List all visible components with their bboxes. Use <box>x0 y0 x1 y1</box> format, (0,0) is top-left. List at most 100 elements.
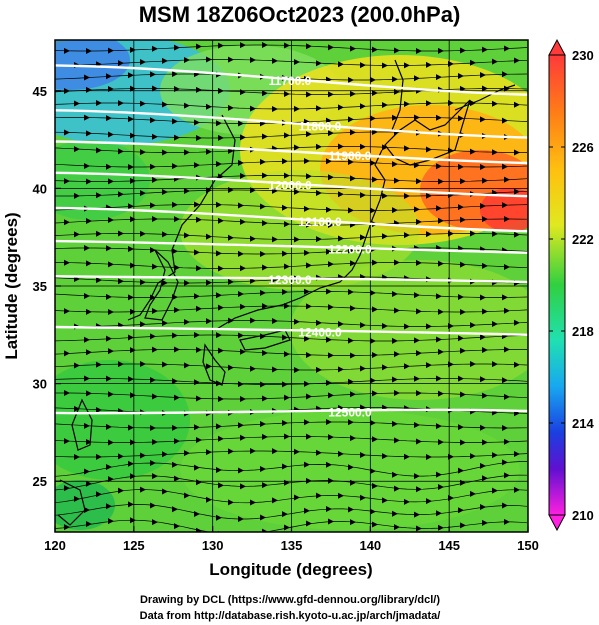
wind-arrow <box>436 471 442 478</box>
wind-arrow <box>86 521 92 528</box>
wind-arrow <box>206 496 212 503</box>
wind-arrow <box>262 133 268 140</box>
wind-arrow <box>130 308 136 315</box>
wind-arrow <box>306 520 312 527</box>
wind-arrow <box>162 101 168 108</box>
wind-arrow <box>150 163 156 170</box>
contour-label: 12200.0 <box>328 242 372 256</box>
wind-arrow <box>382 144 388 151</box>
wind-arrow <box>106 503 112 510</box>
contour-label: 12000.0 <box>268 178 312 192</box>
wind-arrow <box>414 114 420 121</box>
wind-arrow <box>416 259 422 266</box>
wind-arrow <box>328 304 334 311</box>
wind-arrow <box>216 466 222 473</box>
wind-arrow <box>436 375 442 382</box>
wind-arrow <box>360 234 366 241</box>
wind-arrow <box>460 216 466 223</box>
contour-line <box>55 239 528 254</box>
wind-arrow <box>504 438 510 445</box>
wind-arrow <box>174 134 180 141</box>
wind-arrow <box>294 105 300 112</box>
wind-arrow <box>416 525 422 532</box>
wind-arrow <box>64 47 70 54</box>
wind-arrow <box>460 47 466 54</box>
wind-arrow <box>416 438 422 445</box>
wind-arrow <box>84 422 90 429</box>
wind-arrow <box>502 502 508 509</box>
wind-arrow <box>306 351 312 358</box>
wind-arrow <box>272 187 278 194</box>
wind-arrow <box>108 217 114 224</box>
wind-arrow <box>502 294 508 301</box>
wind-arrow <box>438 217 444 224</box>
wind-arrow <box>502 424 508 431</box>
wind-arrow <box>96 453 102 460</box>
wind-arrow <box>216 514 222 521</box>
wind-arrow <box>260 289 266 296</box>
wind-arrow <box>316 319 322 326</box>
wind-arrow <box>372 176 378 183</box>
wind-arrow <box>482 262 488 269</box>
y-axis-label: Latitude (degrees) <box>2 212 21 359</box>
wind-arrow <box>96 100 102 107</box>
wind-arrow <box>350 129 356 136</box>
wind-arrow <box>152 393 158 400</box>
wind-arrow <box>328 221 334 228</box>
wind-arrow <box>426 100 432 107</box>
wind-arrow <box>240 42 246 49</box>
wind-arrow <box>84 114 90 121</box>
x-axis-label: Longitude (degrees) <box>209 560 372 579</box>
wind-arrow <box>128 334 134 341</box>
wind-arrow <box>240 218 246 225</box>
wind-arrow <box>328 174 334 181</box>
wind-arrow <box>458 294 464 301</box>
wind-arrow <box>194 119 200 126</box>
wind-arrow <box>84 74 90 81</box>
wind-arrow <box>108 178 114 185</box>
wind-arrow <box>480 334 486 341</box>
wind-arrow <box>64 308 70 315</box>
wind-arrow <box>438 524 444 531</box>
wind-arrow <box>338 366 344 373</box>
wind-arrow <box>130 262 136 269</box>
wind-arrow <box>150 502 156 509</box>
wind-arrow <box>514 361 520 368</box>
wind-arrow <box>150 202 156 209</box>
wind-arrow <box>174 394 180 401</box>
wind-arrow <box>216 250 222 257</box>
wind-arrow <box>194 293 200 300</box>
wind-arrow <box>436 293 442 300</box>
wind-arrow <box>162 279 168 286</box>
wind-arrow <box>470 453 476 460</box>
wind-arrow <box>350 305 356 312</box>
x-tick-label: 150 <box>517 538 539 553</box>
wind-arrow <box>262 528 268 532</box>
colorbar-bottom-arrow <box>548 514 566 532</box>
wind-arrow <box>250 448 256 455</box>
wind-arrow <box>514 319 520 326</box>
wind-arrow <box>392 420 398 427</box>
wind-arrow <box>194 201 200 208</box>
wind-arrow <box>282 463 288 470</box>
wind-arrow <box>108 131 114 138</box>
wind-arrow <box>140 58 146 65</box>
wind-arrow <box>240 172 246 179</box>
wind-arrow <box>250 499 256 506</box>
wind-arrow <box>130 473 136 480</box>
wind-arrow <box>372 129 378 136</box>
wind-arrow <box>284 303 290 310</box>
wind-arrow <box>250 277 256 284</box>
wind-arrow <box>460 522 466 529</box>
wind-arrow <box>316 449 322 456</box>
wind-arrow <box>328 392 334 399</box>
wind-arrow <box>162 320 168 327</box>
wind-arrow <box>284 524 290 531</box>
colorbar-tick-label: 222 <box>572 232 594 247</box>
wind-arrow <box>360 62 366 69</box>
colorbar-tick-label: 218 <box>572 324 594 339</box>
wind-arrow <box>480 504 486 511</box>
wind-arrow <box>426 362 432 369</box>
wind-arrow <box>262 395 268 402</box>
contour-line <box>55 140 528 165</box>
